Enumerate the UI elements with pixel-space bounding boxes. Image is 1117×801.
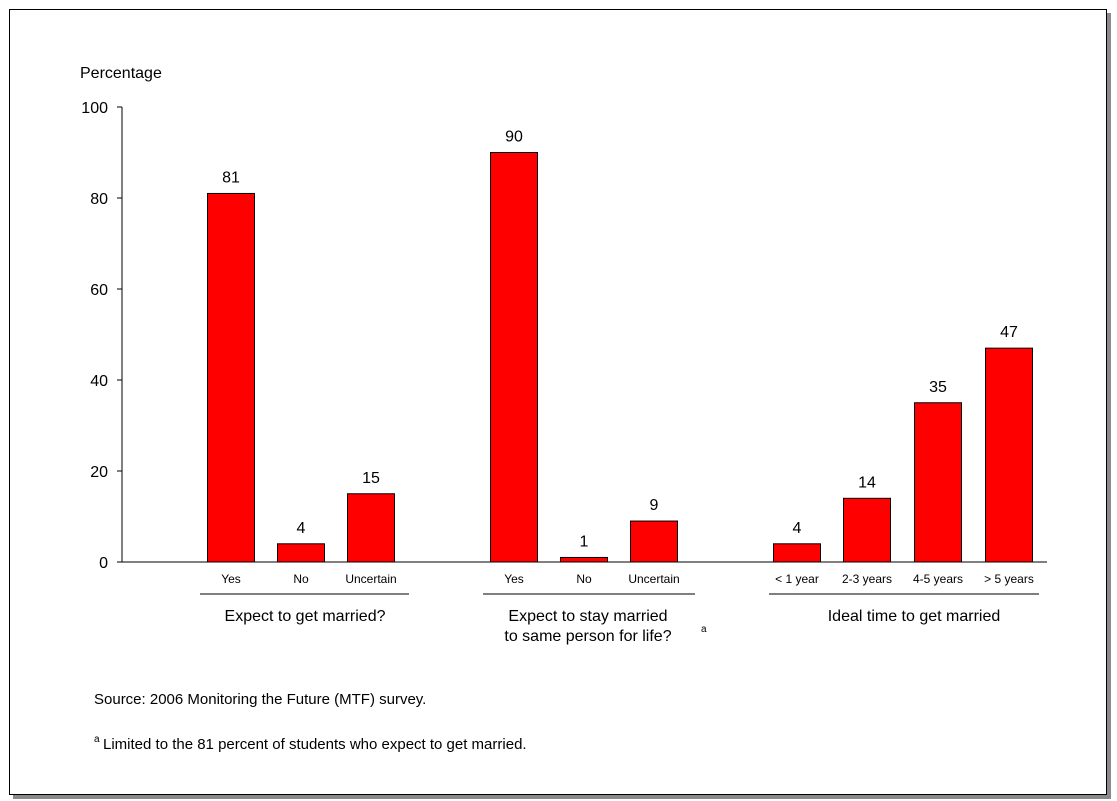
bar	[277, 543, 325, 563]
bar-group: 4 < 1 year 14 2-3 years 35 4-5 years 47 > 5 yea…	[773, 324, 1034, 586]
group-title: Expect to get married?	[225, 608, 386, 625]
bar	[347, 493, 395, 563]
footnote-marker: a	[701, 624, 707, 635]
y-tick-label: 20	[90, 464, 108, 481]
bar-value-label: 9	[650, 497, 659, 514]
bar-group: 90 Yes 1 No 9 Uncertain	[490, 129, 680, 586]
bar	[490, 152, 538, 563]
bar	[914, 402, 962, 563]
category-label: > 5 years	[984, 572, 1034, 586]
category-label: Uncertain	[345, 572, 396, 586]
y-tick-label: 0	[99, 555, 108, 572]
y-tick-label: 60	[90, 282, 108, 299]
category-label: Uncertain	[628, 572, 679, 586]
category-label: < 1 year	[775, 572, 819, 586]
y-tick-label: 80	[90, 191, 108, 208]
category-label: No	[576, 572, 592, 586]
bar	[985, 347, 1033, 563]
y-tick-label: 100	[81, 100, 108, 117]
y-tick-label: 40	[90, 373, 108, 390]
bar-value-label: 14	[858, 474, 876, 491]
footnote-text: Limited to the 81 percent of students wh…	[103, 736, 527, 753]
group-title: Ideal time to get married	[828, 608, 1001, 625]
footnote-marker: a	[94, 734, 100, 745]
bar-value-label: 1	[580, 533, 589, 550]
chart-frame	[9, 9, 1107, 795]
source-note: Source: 2006 Monitoring the Future (MTF)…	[94, 691, 426, 708]
bar	[843, 497, 891, 563]
bar-value-label: 4	[793, 520, 802, 537]
bar-value-label: 35	[929, 379, 947, 396]
bars: 81 Yes 4 No 15 Uncertain 90 Yes 1 No 9 Uncertain 4 < …	[207, 129, 1034, 586]
bar	[560, 556, 608, 563]
category-label: Yes	[221, 572, 241, 586]
bar-value-label: 4	[297, 520, 306, 537]
group-title: Expect to stay married	[508, 608, 667, 625]
y-axis-label: Percentage	[80, 65, 162, 82]
category-label: Yes	[504, 572, 524, 586]
bar	[773, 543, 821, 563]
category-label: No	[293, 572, 309, 586]
category-label: 2-3 years	[842, 572, 892, 586]
bar-value-label: 81	[222, 169, 240, 186]
bar-group: 81 Yes 4 No 15 Uncertain	[207, 169, 397, 586]
bar-value-label: 15	[362, 470, 380, 487]
category-groups: Expect to get married? Expect to stay mar…	[200, 593, 1039, 645]
bar	[207, 192, 255, 563]
bar-value-label: 90	[505, 129, 523, 146]
bar	[630, 520, 678, 563]
y-axis-ticks: 0 20 40 60 80 100	[81, 100, 122, 572]
group-title: to same person for life?	[504, 628, 671, 645]
category-label: 4-5 years	[913, 572, 963, 586]
bar-value-label: 47	[1000, 324, 1018, 341]
